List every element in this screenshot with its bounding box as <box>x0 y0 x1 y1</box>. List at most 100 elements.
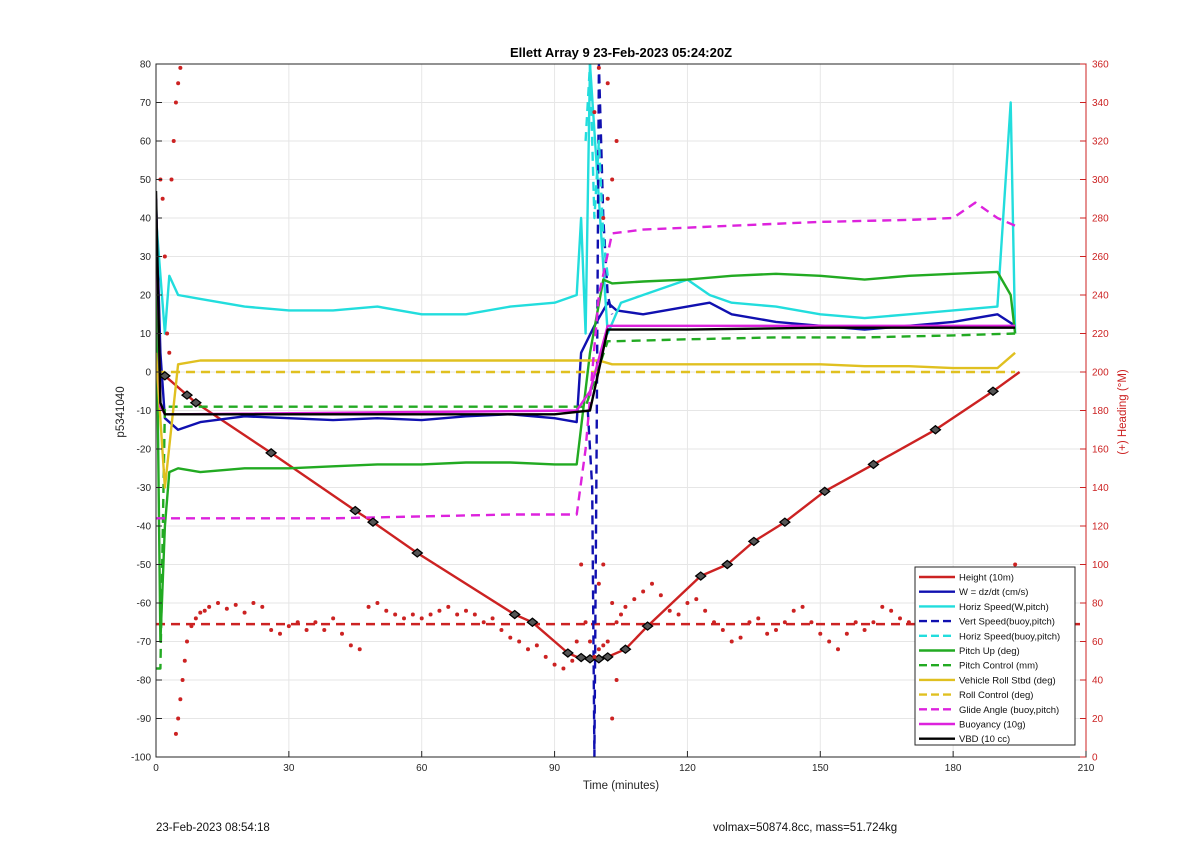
heading-point <box>747 620 752 625</box>
y2-tick-label: 320 <box>1092 137 1109 148</box>
x-tick-label: 180 <box>945 763 962 774</box>
heading-point <box>165 331 170 336</box>
heading-point <box>233 602 238 607</box>
heading-point <box>167 350 172 355</box>
y-tick-label: 60 <box>140 137 152 148</box>
heading-point <box>357 647 362 652</box>
heading-point <box>481 620 486 625</box>
heading-point <box>260 604 265 609</box>
height-marker <box>592 653 605 664</box>
y-tick-label: 40 <box>140 214 152 225</box>
heading-point <box>375 601 380 605</box>
height-marker <box>526 617 539 628</box>
heading-point <box>171 139 176 143</box>
height-marker <box>349 505 362 516</box>
height-marker <box>747 536 760 547</box>
footer-date: 23-Feb-2023 08:54:18 <box>156 822 270 834</box>
heading-point <box>348 643 353 648</box>
y2-tick-label: 340 <box>1092 98 1109 109</box>
heading-point <box>880 604 885 609</box>
heading-point <box>428 612 433 617</box>
heading-point <box>601 562 606 567</box>
y2-tick-label: 160 <box>1092 445 1109 456</box>
series-line-4 <box>584 64 609 276</box>
x-tick-label: 210 <box>1078 763 1095 774</box>
x-tick-label: 90 <box>549 763 561 774</box>
legend-label-6: Pitch Control (mm) <box>959 661 1038 672</box>
height-marker <box>601 652 614 662</box>
heading-point <box>313 620 318 625</box>
heading-point <box>393 612 398 617</box>
heading-point <box>596 65 601 70</box>
heading-point <box>601 643 606 648</box>
legend-label-4: Horiz Speed(buoy,pitch) <box>959 631 1060 642</box>
height-marker <box>867 459 880 470</box>
height-marker <box>158 371 171 381</box>
heading-point <box>331 616 336 621</box>
height-marker <box>619 644 632 655</box>
heading-point <box>517 639 522 644</box>
heading-point <box>207 604 212 609</box>
y2-tick-label: 140 <box>1092 483 1109 494</box>
heading-point <box>464 608 468 613</box>
height-marker <box>180 390 194 400</box>
y-tick-label: -20 <box>137 445 152 456</box>
y-tick-label: 0 <box>145 368 151 379</box>
heading-point <box>178 65 183 70</box>
heading-point <box>295 620 300 625</box>
y-tick-label: 70 <box>140 98 152 109</box>
heading-point <box>224 606 229 611</box>
series-line-11 <box>156 190 1016 416</box>
y-tick-label: -30 <box>137 483 152 494</box>
heading-point <box>809 620 814 625</box>
heading-point <box>499 627 504 632</box>
heading-point <box>844 631 849 636</box>
heading-point <box>552 662 557 667</box>
x-tick-label: 60 <box>416 763 428 774</box>
x-tick-label: 0 <box>153 763 159 774</box>
heading-point <box>216 601 220 605</box>
y2-tick-label: 80 <box>1092 599 1104 610</box>
heading-point <box>818 631 823 636</box>
legend-label-10: Buoyancy (10g) <box>959 720 1026 731</box>
heading-point <box>694 597 699 602</box>
y2-tick-label: 280 <box>1092 214 1109 225</box>
y2-tick-label: 260 <box>1092 252 1109 263</box>
heading-point <box>641 589 646 594</box>
y2-tick-label: 300 <box>1092 175 1109 186</box>
y2-tick-label: 360 <box>1092 60 1109 71</box>
heading-point <box>667 608 672 613</box>
y2-tick-label: 220 <box>1092 329 1109 340</box>
heading-point <box>827 639 832 644</box>
heading-point <box>570 658 575 663</box>
heading-point <box>526 647 530 652</box>
heading-point <box>765 631 770 636</box>
height-marker <box>189 397 202 408</box>
heading-point <box>286 624 291 629</box>
heading-point <box>614 620 619 625</box>
heading-point <box>774 627 778 632</box>
legend-label-9: Glide Angle (buoy,pitch) <box>959 705 1059 716</box>
y-tick-label: -10 <box>137 406 152 417</box>
heading-point <box>472 612 477 617</box>
heading-point <box>508 635 513 640</box>
y-tick-label: -80 <box>137 676 152 687</box>
height-marker <box>641 621 654 631</box>
height-marker <box>986 386 1000 397</box>
series-line-3 <box>586 64 614 757</box>
series-line-6 <box>156 332 1016 670</box>
y-axis-label: p5341040 <box>115 386 127 437</box>
heading-point <box>490 616 495 621</box>
heading-point <box>871 620 876 625</box>
heading-point <box>182 658 187 663</box>
height-marker <box>929 424 942 435</box>
heading-point <box>402 616 406 621</box>
y-tick-label: -50 <box>137 560 152 571</box>
legend-label-5: Pitch Up (deg) <box>959 646 1020 657</box>
heading-point <box>579 562 584 567</box>
heading-point <box>836 647 840 652</box>
heading-point <box>198 610 203 615</box>
heading-point <box>160 196 165 201</box>
heading-point <box>610 601 615 605</box>
